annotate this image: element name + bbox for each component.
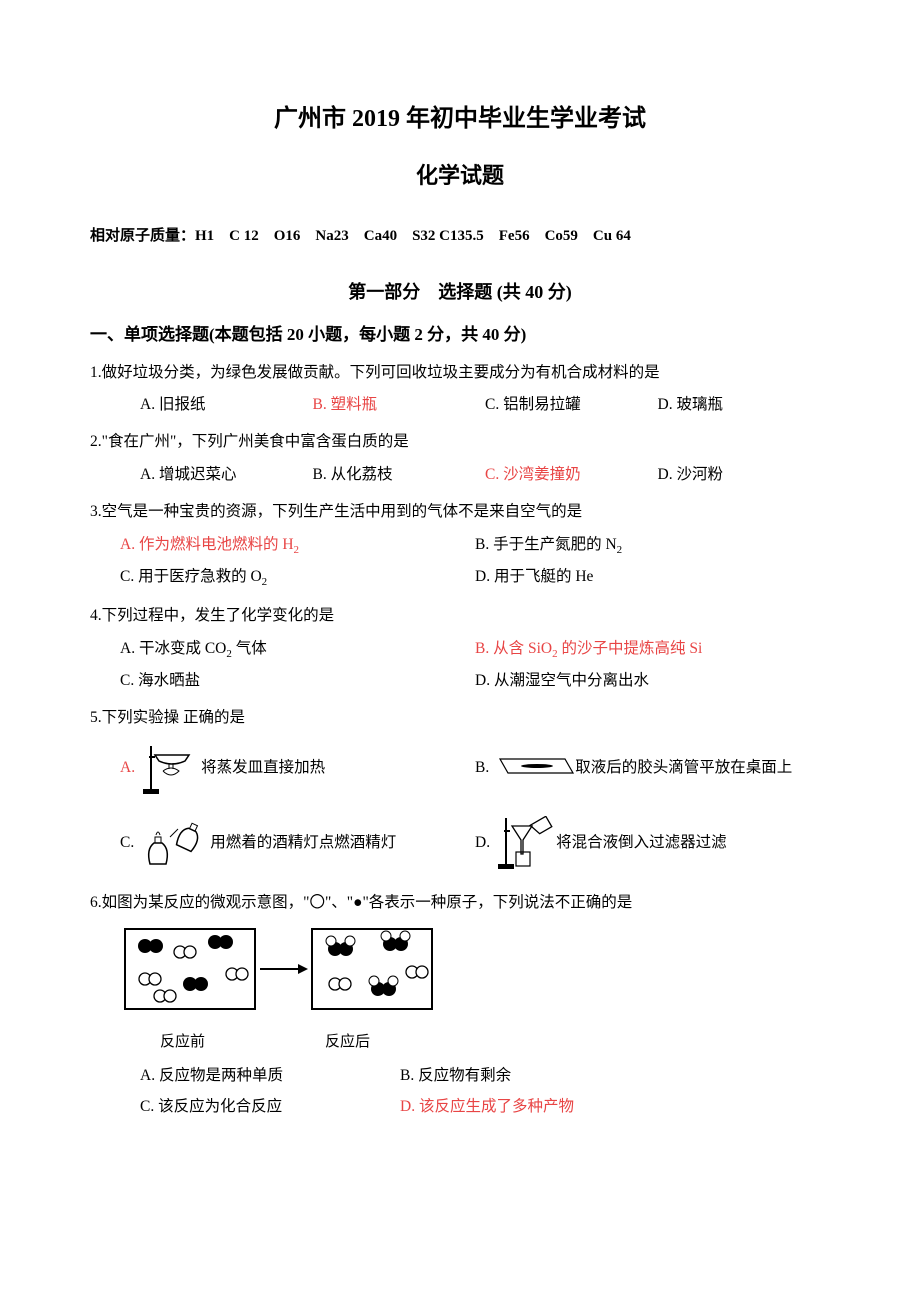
q6-option-a: A. 反应物是两种单质 bbox=[140, 1064, 400, 1089]
q5-option-b: B. 取液后的胶头滴管平放在桌面上 bbox=[475, 751, 830, 787]
q5-option-a: A. 将蒸发皿直接加热 bbox=[120, 741, 475, 796]
q1-option-d: D. 玻璃瓶 bbox=[658, 393, 831, 418]
q4-option-a: A. 干冰变成 CO2 气体 bbox=[120, 637, 475, 664]
q5-d-text: 将混合液倒入过滤器过滤 bbox=[556, 831, 727, 856]
q3-option-b: B. 手于生产氮肥的 N2 bbox=[475, 533, 830, 560]
question-2: 2."食在广州"，下列广州美食中富含蛋白质的是 A. 增城迟菜心 B. 从化荔枝… bbox=[90, 430, 830, 488]
q6-option-c: C. 该反应为化合反应 bbox=[140, 1095, 400, 1120]
reaction-diagram-icon bbox=[120, 924, 440, 1024]
q4-option-b: B. 从含 SiO2 的沙子中提炼高纯 Si bbox=[475, 637, 830, 664]
dropper-on-table-icon bbox=[495, 751, 575, 787]
section-header: 一、单项选择题(本题包括 20 小题，每小题 2 分，共 40 分) bbox=[90, 321, 830, 348]
q1-option-b: B. 塑料瓶 bbox=[313, 393, 486, 418]
q3-option-d: D. 用于飞艇的 He bbox=[475, 565, 830, 592]
q1-text: 1.做好垃圾分类，为绿色发展做贡献。下列可回收垃圾主要成分为有机合成材料的是 bbox=[90, 361, 830, 386]
q6-option-d: D. 该反应生成了多种产物 bbox=[400, 1095, 660, 1120]
q2-option-b: B. 从化荔枝 bbox=[313, 463, 486, 488]
q1-option-c: C. 铝制易拉罐 bbox=[485, 393, 658, 418]
q5-option-d: D. 将混合液倒入过滤器过滤 bbox=[475, 816, 830, 871]
q5-a-label: A. bbox=[120, 756, 135, 781]
q5-b-label: B. bbox=[475, 756, 489, 781]
question-3: 3.空气是一种宝贵的资源，下列生产生活中用到的气体不是来自空气的是 A. 作为燃… bbox=[90, 500, 830, 592]
q2-option-a: A. 增城迟菜心 bbox=[140, 463, 313, 488]
q5-c-text: 用燃着的酒精灯点燃酒精灯 bbox=[210, 831, 396, 856]
q4-option-c: C. 海水晒盐 bbox=[120, 669, 475, 694]
filter-funnel-icon bbox=[496, 816, 556, 871]
evaporating-dish-icon bbox=[141, 741, 201, 796]
question-5: 5.下列实验操 正确的是 A. 将蒸发皿直接加热 B. 取液后的胶头滴管平放在桌… bbox=[90, 706, 830, 871]
question-6: 6.如图为某反应的微观示意图，"〇"、"●"各表示一种原子，下列说法不正确的是 bbox=[90, 891, 830, 1119]
q2-option-c: C. 沙湾姜撞奶 bbox=[485, 463, 658, 488]
q5-option-c: C. 用燃着的酒精灯点燃酒精灯 bbox=[120, 819, 475, 869]
part-header: 第一部分 选择题 (共 40 分) bbox=[90, 278, 830, 307]
title-sub: 化学试题 bbox=[90, 158, 830, 193]
q6-option-b: B. 反应物有剩余 bbox=[400, 1064, 660, 1089]
q3-text: 3.空气是一种宝贵的资源，下列生产生活中用到的气体不是来自空气的是 bbox=[90, 500, 830, 525]
q6-caption-after: 反应后 bbox=[325, 1030, 370, 1054]
question-4: 4.下列过程中，发生了化学变化的是 A. 干冰变成 CO2 气体 B. 从含 S… bbox=[90, 604, 830, 694]
alcohol-lamps-icon bbox=[140, 819, 210, 869]
q4-text: 4.下列过程中，发生了化学变化的是 bbox=[90, 604, 830, 629]
question-1: 1.做好垃圾分类，为绿色发展做贡献。下列可回收垃圾主要成分为有机合成材料的是 A… bbox=[90, 361, 830, 419]
q5-b-text: 取液后的胶头滴管平放在桌面上 bbox=[575, 756, 792, 781]
q5-d-label: D. bbox=[475, 831, 490, 856]
title-main: 广州市 2019 年初中毕业生学业考试 bbox=[90, 100, 830, 138]
q4-option-d: D. 从潮湿空气中分离出水 bbox=[475, 669, 830, 694]
q2-text: 2."食在广州"，下列广州美食中富含蛋白质的是 bbox=[90, 430, 830, 455]
q5-a-text: 将蒸发皿直接加热 bbox=[201, 756, 325, 781]
q6-caption-before: 反应前 bbox=[160, 1030, 325, 1054]
q6-text: 6.如图为某反应的微观示意图，"〇"、"●"各表示一种原子，下列说法不正确的是 bbox=[90, 891, 830, 916]
q2-option-d: D. 沙河粉 bbox=[658, 463, 831, 488]
q3-option-a: A. 作为燃料电池燃料的 H2 bbox=[120, 533, 475, 560]
q5-c-label: C. bbox=[120, 831, 134, 856]
atomic-masses: 相对原子质量：H1 C 12 O16 Na23 Ca40 S32 C135.5 … bbox=[90, 224, 830, 248]
q3-option-c: C. 用于医疗急救的 O2 bbox=[120, 565, 475, 592]
q5-text: 5.下列实验操 正确的是 bbox=[90, 706, 830, 731]
q1-option-a: A. 旧报纸 bbox=[140, 393, 313, 418]
